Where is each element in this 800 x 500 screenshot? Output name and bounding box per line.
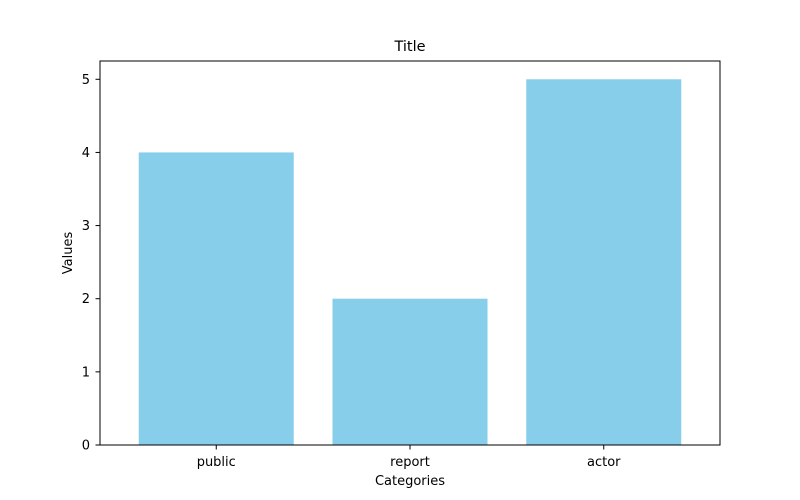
y-tick-label: 1 (82, 365, 90, 380)
bar-report (332, 298, 488, 445)
x-axis-label: Categories (375, 474, 445, 489)
plot-frame (99, 60, 721, 446)
x-tick-label: report (390, 455, 430, 470)
y-tick-label: 4 (82, 146, 90, 161)
y-tick-label: 2 (82, 292, 90, 307)
y-axis-label: Values (61, 232, 76, 275)
x-tick-label: actor (587, 455, 621, 470)
chart-title: Title (393, 39, 425, 55)
x-axis: public report actor (197, 445, 621, 470)
y-tick-label: 5 (82, 73, 90, 88)
bars-group (138, 79, 682, 445)
y-tick-label: 0 (82, 439, 90, 454)
bar-public (138, 152, 294, 445)
bar-actor (526, 79, 682, 445)
y-tick-label: 3 (82, 219, 90, 234)
x-tick-label: public (197, 455, 236, 470)
y-axis: 0 1 2 3 4 5 (82, 73, 100, 454)
